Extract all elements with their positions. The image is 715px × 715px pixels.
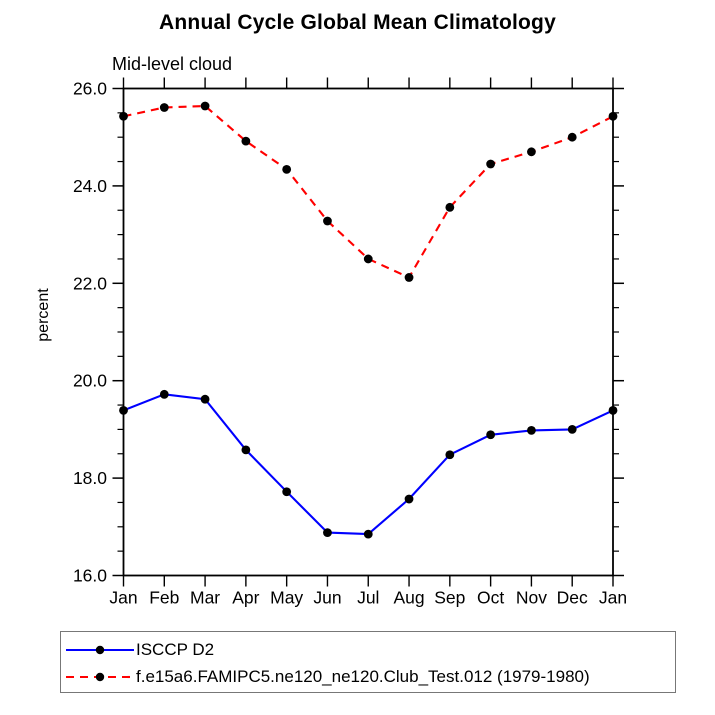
data-point-marker bbox=[119, 406, 128, 415]
y-tick-label: 18.0 bbox=[73, 468, 107, 488]
y-tick-label: 24.0 bbox=[73, 176, 107, 196]
data-point-marker bbox=[527, 147, 536, 157]
x-tick-label: Jul bbox=[357, 588, 379, 608]
axis-frame bbox=[122, 87, 614, 577]
x-tick-label: Apr bbox=[232, 588, 259, 608]
chart-subtitle: Mid-level cloud bbox=[112, 54, 233, 74]
y-tick-label: 26.0 bbox=[73, 79, 107, 99]
x-tick-label: Oct bbox=[477, 588, 504, 608]
data-point-marker bbox=[200, 101, 210, 111]
legend-swatch-solid-line-icon bbox=[66, 645, 134, 654]
data-point-marker bbox=[363, 529, 373, 539]
x-tick-label: Dec bbox=[557, 588, 588, 608]
x-tick-label: Jun bbox=[313, 588, 341, 608]
data-point-marker bbox=[527, 425, 536, 435]
x-tick-label: Sep bbox=[434, 588, 465, 608]
data-point-marker bbox=[486, 159, 496, 169]
legend-label-obs: ISCCP D2 bbox=[136, 640, 215, 659]
data-point-marker bbox=[445, 450, 455, 460]
legend-swatch-dashed-line-icon bbox=[66, 672, 134, 681]
data-point-marker bbox=[119, 111, 128, 121]
data-point-marker bbox=[404, 494, 414, 504]
chart-title: Annual Cycle Global Mean Climatology bbox=[159, 11, 556, 34]
data-point-marker bbox=[323, 216, 332, 226]
data-point-marker bbox=[486, 430, 496, 440]
y-tick-label: 22.0 bbox=[73, 273, 107, 293]
legend-marker bbox=[95, 645, 105, 654]
x-tick-label: Aug bbox=[393, 588, 424, 608]
data-point-marker bbox=[445, 202, 455, 212]
legend-row-model: f.e15a6.FAMIPC5.ne120_ne120.Club_Test.01… bbox=[61, 663, 675, 690]
x-tick-label: Jan bbox=[599, 588, 627, 608]
data-point-marker bbox=[241, 136, 251, 146]
x-tick-label: May bbox=[270, 588, 303, 608]
y-tick-label: 20.0 bbox=[73, 371, 107, 391]
data-point-marker bbox=[282, 164, 292, 174]
legend-label-model: f.e15a6.FAMIPC5.ne120_ne120.Club_Test.01… bbox=[136, 667, 590, 686]
data-point-marker bbox=[608, 111, 618, 121]
data-point-marker bbox=[200, 394, 210, 404]
data-point-marker bbox=[159, 389, 169, 399]
legend: ISCCP D2 f.e15a6.FAMIPC5.ne120_ne120.Clu… bbox=[60, 631, 676, 693]
series-line-0 bbox=[123, 393, 614, 536]
data-point-marker bbox=[404, 273, 414, 282]
data-point-marker bbox=[567, 132, 577, 142]
x-tick-label: Nov bbox=[516, 588, 547, 608]
data-point-marker bbox=[159, 103, 169, 112]
x-tick-label: Feb bbox=[149, 588, 179, 608]
x-tick-label: Mar bbox=[190, 588, 220, 608]
data-point-marker bbox=[282, 487, 292, 497]
legend-row-obs: ISCCP D2 bbox=[61, 636, 675, 663]
x-tick-label: Jan bbox=[109, 588, 137, 608]
series-line-1 bbox=[123, 104, 614, 279]
data-point-marker bbox=[363, 254, 373, 264]
legend-marker bbox=[95, 672, 105, 681]
data-point-marker bbox=[241, 445, 251, 455]
data-point-marker bbox=[608, 406, 618, 415]
data-point-marker bbox=[567, 425, 577, 434]
y-tick-label: 16.0 bbox=[73, 566, 107, 586]
data-point-marker bbox=[323, 528, 332, 538]
